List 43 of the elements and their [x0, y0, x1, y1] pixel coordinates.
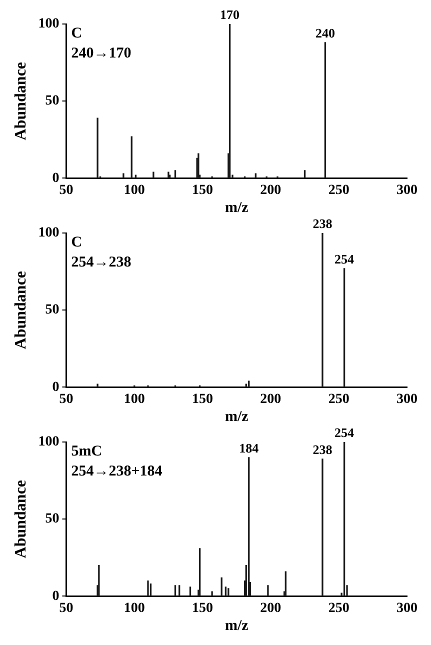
annotation: 254	[334, 424, 355, 440]
annotation: 254→238	[71, 254, 132, 270]
x-tick-label: 300	[396, 601, 418, 616]
annotation: 170	[220, 6, 240, 22]
x-tick-label: 200	[260, 601, 282, 616]
x-tick-label: 300	[396, 392, 418, 408]
annotation: 5mC	[71, 443, 102, 460]
annotation: 240	[315, 25, 335, 40]
annotation: 240→170	[71, 45, 132, 62]
annotation: C	[71, 234, 82, 250]
annotation: 184	[239, 440, 260, 456]
x-tick-label: 150	[192, 392, 214, 408]
y-tick-label: 100	[38, 434, 60, 450]
x-tick-label: 100	[124, 392, 145, 408]
x-tick-label: 250	[328, 392, 350, 408]
x-axis-title: m/z	[224, 200, 249, 216]
x-tick-label: 250	[328, 183, 350, 198]
y-tick-label: 0	[52, 588, 60, 604]
annotation: 254	[334, 251, 355, 266]
x-tick-label: 150	[192, 601, 214, 616]
annotation: 238	[312, 216, 333, 231]
x-tick-label: 200	[260, 392, 282, 408]
y-tick-label: 50	[45, 302, 60, 318]
x-axis-title: m/z	[224, 618, 249, 634]
x-tick-label: 100	[124, 183, 145, 198]
x-tick-label: 250	[328, 601, 350, 616]
y-axis-title: Abundance	[12, 62, 30, 140]
x-tick-label: 300	[396, 183, 418, 198]
y-tick-label: 50	[45, 512, 60, 527]
x-tick-label: 200	[260, 183, 282, 198]
x-tick-label: 150	[192, 183, 214, 198]
x-axis-title: m/z	[224, 408, 249, 425]
y-axis-title: Abundance	[12, 270, 30, 350]
y-tick-label: 100	[38, 16, 60, 32]
annotation: 238	[312, 442, 333, 457]
y-tick-label: 50	[45, 94, 60, 109]
annotation: C	[71, 25, 82, 42]
annotation: 254→238+184	[71, 463, 163, 480]
y-axis-title: Abundance	[12, 480, 30, 558]
y-tick-label: 0	[52, 380, 60, 395]
y-tick-label: 100	[38, 226, 60, 241]
x-tick-label: 100	[124, 601, 145, 616]
y-tick-label: 0	[52, 170, 60, 186]
